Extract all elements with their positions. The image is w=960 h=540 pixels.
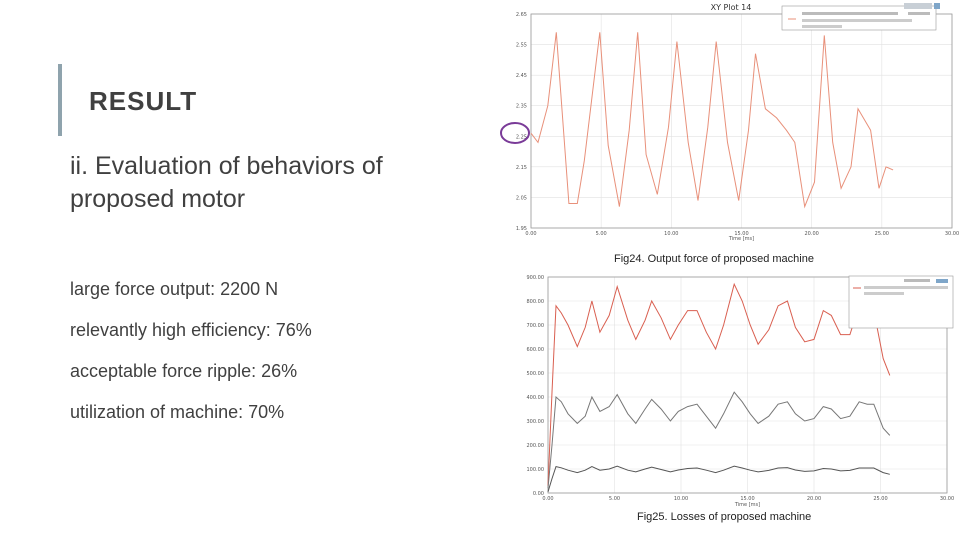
- x-tick-label: 20.00: [807, 496, 821, 502]
- y-tick-label: 2.45: [516, 73, 527, 79]
- output-force-series-line: [530, 32, 894, 209]
- y-tick-label: 500.00: [527, 371, 545, 377]
- bullet-force-output: large force output: 2200 N: [70, 279, 279, 299]
- figure-24-caption: Fig24. Output force of proposed machine: [614, 253, 814, 265]
- y-tick-label: 200.00: [527, 443, 545, 449]
- title-accent-bar: [58, 64, 62, 136]
- y-tick-label: 2.65: [516, 12, 527, 18]
- result-bullet-list: large force output: 2200 N relevantly hi…: [70, 278, 312, 442]
- x-tick-label: 25.00: [875, 231, 889, 237]
- y-tick-label: 0.00: [533, 491, 544, 497]
- output-force-chart: XY Plot 14 0.00 5.00 10.00 15.00 20.00 25.00 3…: [500, 0, 960, 245]
- x-tick-label: 15.00: [740, 496, 754, 502]
- x-tick-label: 0.00: [525, 231, 536, 237]
- chart-title: XY Plot 14: [711, 3, 752, 12]
- x-tick-label: 30.00: [940, 496, 954, 502]
- y-tick-label: 2.15: [516, 165, 527, 171]
- chart-legend-box: [781, 5, 937, 31]
- x-tick-label: 10.00: [674, 496, 688, 502]
- y-tick-label: 2.05: [516, 195, 527, 201]
- y-tick-label: 100.00: [527, 467, 545, 473]
- slide-title: RESULT: [89, 86, 198, 116]
- figure-25-caption: Fig25. Losses of proposed machine: [637, 511, 812, 523]
- y-tick-label: 2.35: [516, 104, 527, 110]
- y-tick-label: 400.00: [527, 395, 545, 401]
- chart-legend-box: [848, 275, 954, 329]
- x-tick-label: 5.00: [609, 496, 620, 502]
- y-tick-label: 2.25: [516, 134, 527, 140]
- y-tick-label: 700.00: [527, 323, 545, 329]
- slide-subtitle: ii. Evaluation of behaviors of proposed …: [70, 152, 383, 213]
- loss-series-line-3: [547, 465, 890, 492]
- bullet-force-ripple: acceptable force ripple: 26%: [70, 361, 298, 381]
- loss-series-line-1: [547, 282, 891, 486]
- x-tick-label: 15.00: [734, 231, 748, 237]
- y-tick-label: 900.00: [527, 275, 545, 281]
- bullet-efficiency: relevantly high efficiency: 76%: [70, 320, 312, 340]
- highlight-circle-annotation: [500, 122, 530, 144]
- x-axis-label: Time [ms]: [734, 502, 760, 508]
- y-tick-label: 2.55: [516, 43, 527, 49]
- y-tick-label: 1.95: [516, 226, 527, 232]
- loss-series-line-2: [547, 391, 891, 489]
- x-tick-label: 10.00: [664, 231, 678, 237]
- y-tick-label: 600.00: [527, 347, 545, 353]
- x-tick-label: 5.00: [596, 231, 607, 237]
- losses-chart: 0.00 5.00 10.00 15.00 20.00 25.00 30.00 0.00 100…: [512, 272, 960, 510]
- x-axis-label: Time [ms]: [728, 236, 754, 242]
- x-tick-label: 25.00: [873, 496, 887, 502]
- y-tick-label: 800.00: [527, 299, 545, 305]
- x-tick-label: 20.00: [805, 231, 819, 237]
- x-tick-label: 0.00: [542, 496, 553, 502]
- y-tick-label: 300.00: [527, 419, 545, 425]
- chart-logo-badge: [904, 3, 940, 9]
- x-tick-label: 30.00: [945, 231, 959, 237]
- bullet-utilization: utilization of machine: 70%: [70, 402, 285, 422]
